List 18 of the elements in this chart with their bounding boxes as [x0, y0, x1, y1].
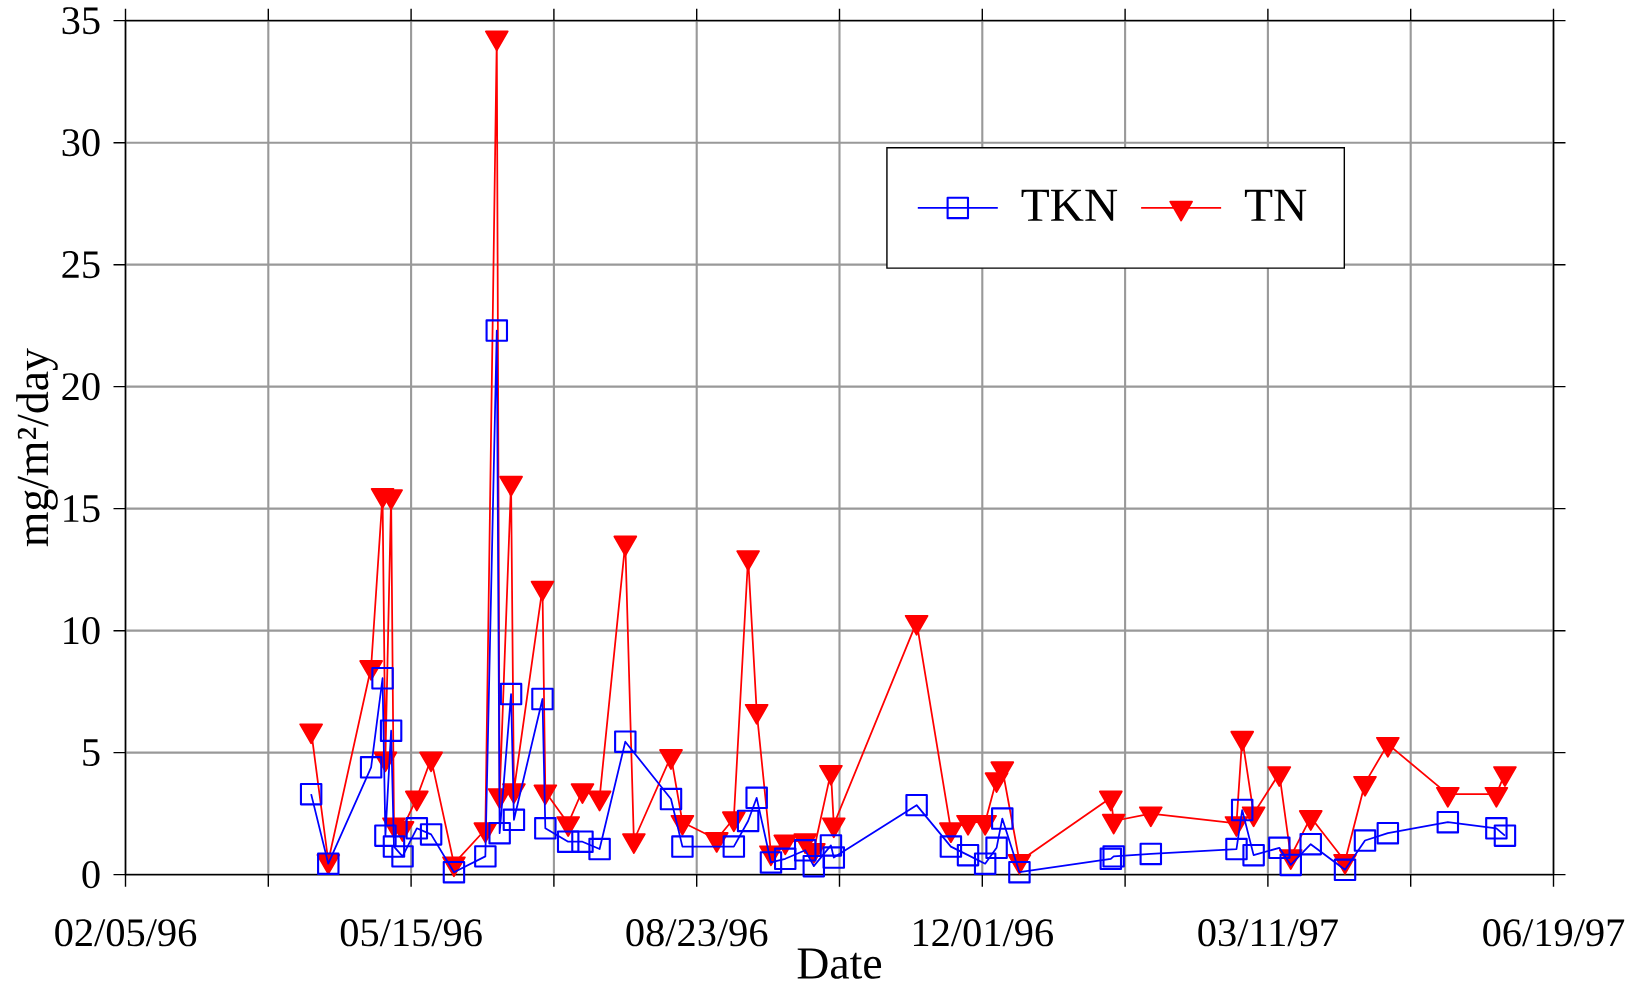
x-tick-label: 03/11/97: [1198, 919, 1338, 947]
y-tick-label: 35: [62, 7, 100, 35]
legend-label: TKN: [1021, 189, 1118, 221]
x-tick-label: 12/01/96: [913, 919, 1053, 947]
x-tick-label: 05/15/96: [340, 919, 482, 947]
y-tick-label: 10: [64, 617, 100, 645]
x-tick-label: 02/05/96: [55, 919, 197, 947]
x-axis-title: Date: [797, 948, 882, 979]
y-tick-label: 0: [82, 861, 100, 889]
y-tick-label: 30: [62, 129, 100, 157]
legend-label: TN: [1244, 189, 1307, 221]
y-tick-label: 5: [83, 739, 100, 767]
y-axis-title: mg/m²/day: [16, 348, 58, 547]
x-tick-label: 08/23/96: [626, 919, 768, 947]
x-tick-label: 06/19/97: [1483, 919, 1625, 947]
y-tick-label: 25: [62, 251, 100, 279]
y-tick-label: 15: [64, 495, 100, 523]
y-tick-label: 20: [62, 373, 100, 401]
